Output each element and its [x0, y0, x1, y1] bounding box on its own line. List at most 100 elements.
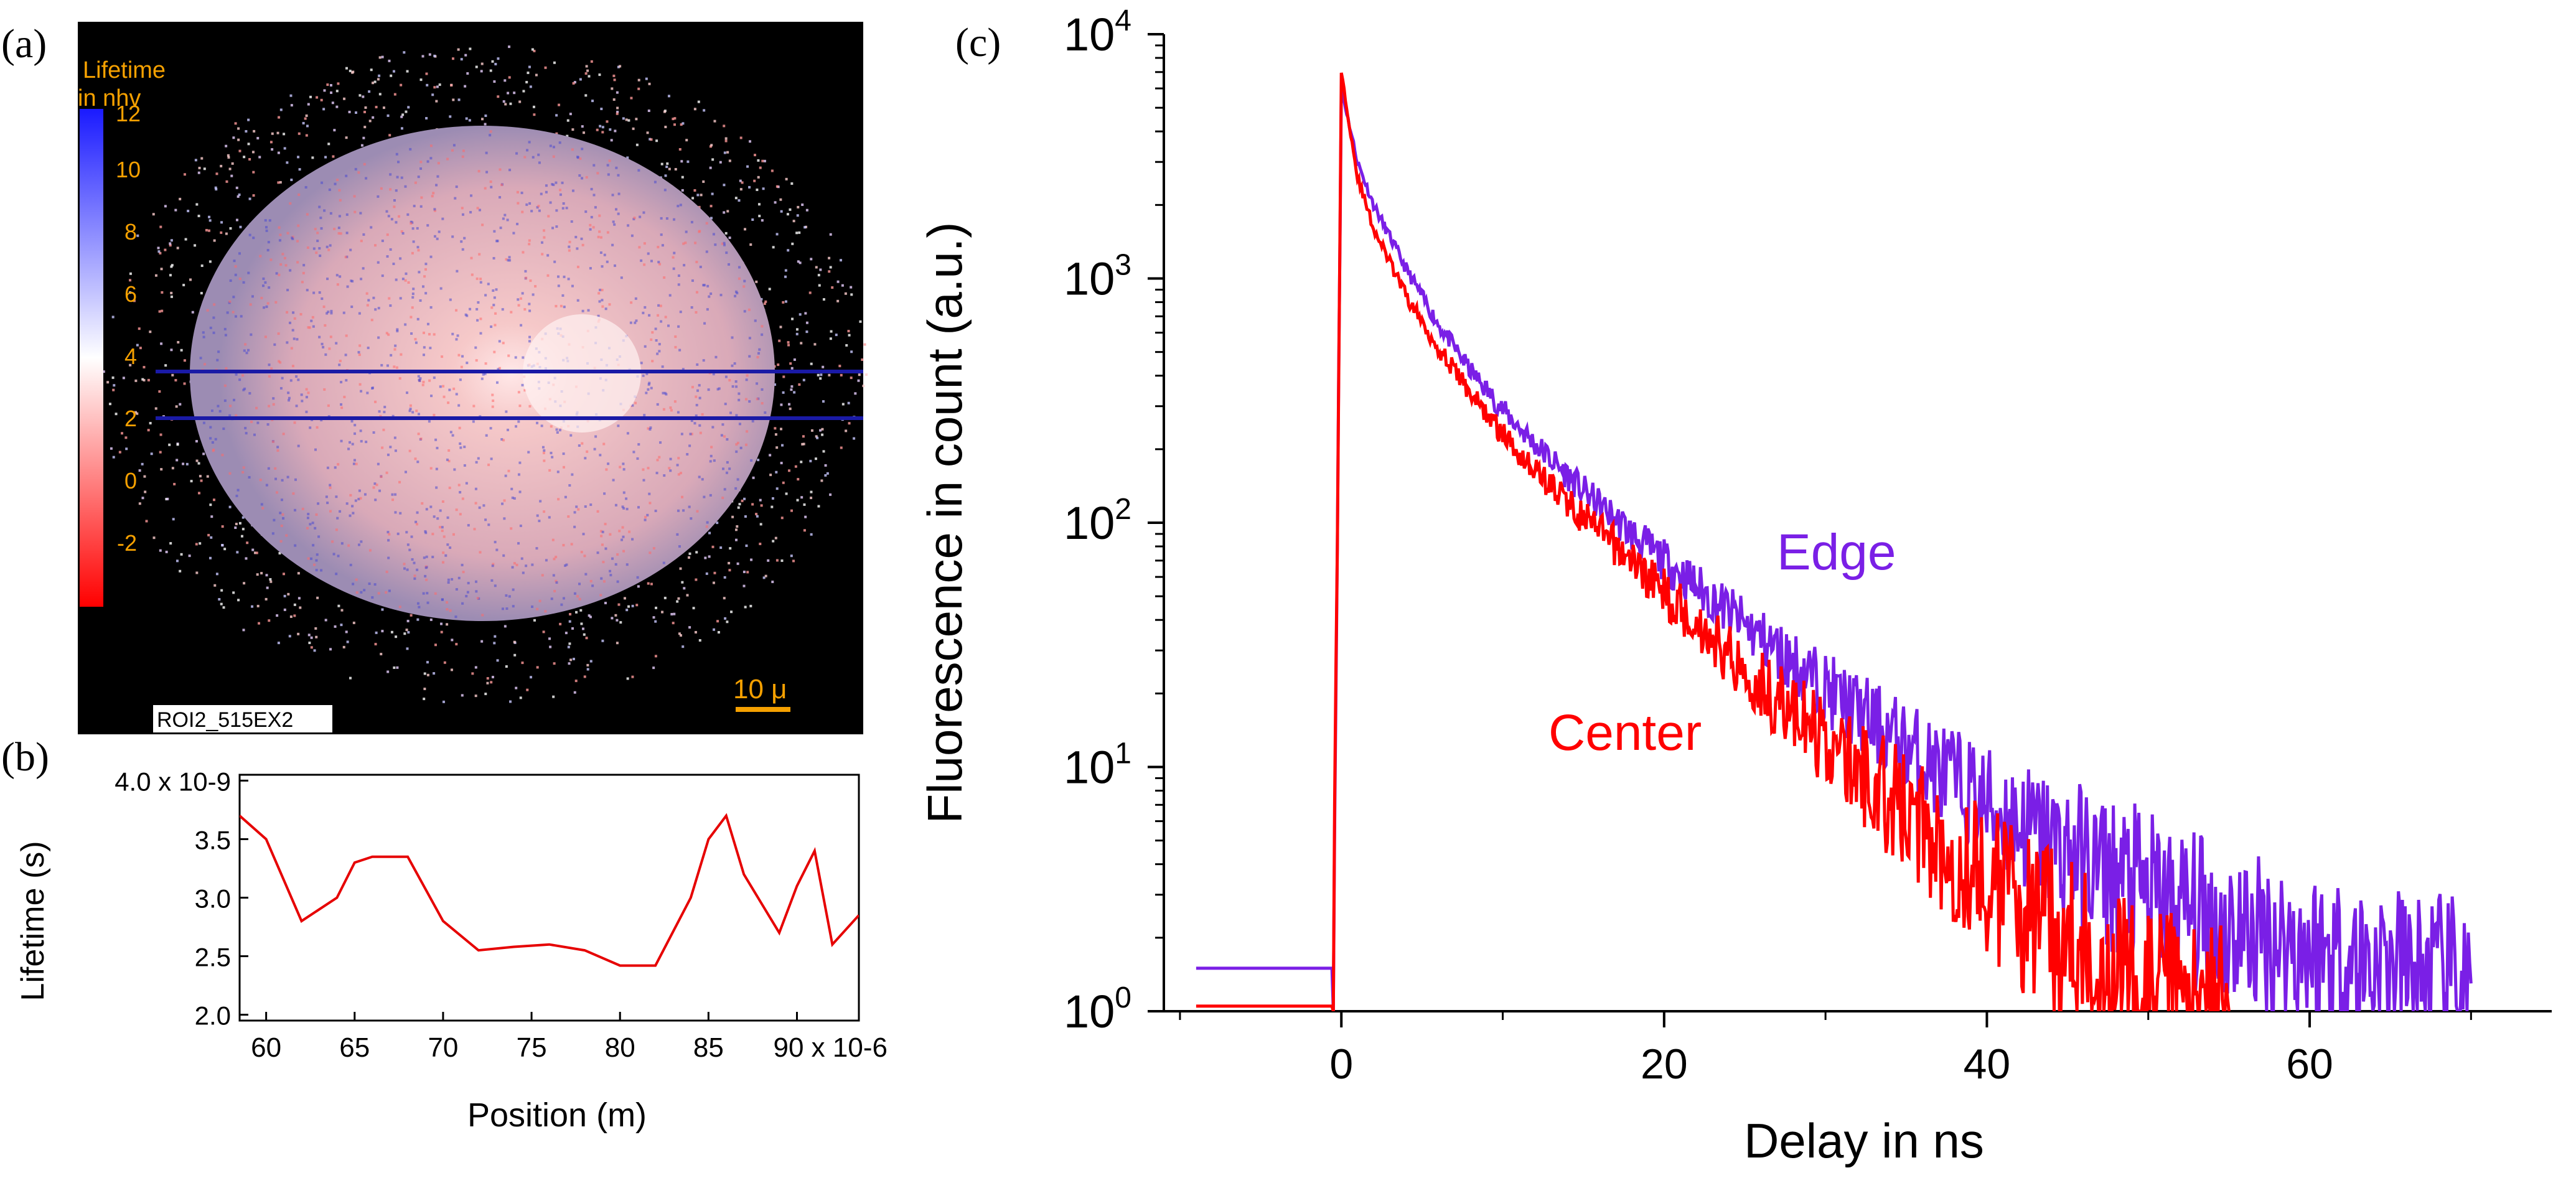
speckle-dot: [398, 480, 401, 484]
speckle-dot: [174, 208, 177, 212]
speckle-dot: [218, 598, 221, 601]
speckle-dot: [389, 446, 392, 449]
speckle-dot: [735, 450, 738, 453]
speckle-dot: [648, 381, 651, 385]
speckle-dot: [840, 259, 843, 262]
x-tick-label: 70: [428, 1032, 458, 1063]
plot-c-xlabel: Delay in ns: [1744, 1113, 1984, 1168]
speckle-dot: [263, 306, 266, 309]
speckle-dot: [429, 144, 433, 147]
speckle-dot: [640, 259, 643, 262]
speckle-dot: [416, 523, 419, 526]
speckle-dot: [713, 628, 716, 631]
speckle-dot: [281, 479, 284, 482]
speckle-dot: [362, 136, 365, 139]
speckle-dot: [546, 274, 550, 277]
speckle-dot: [141, 497, 144, 500]
speckle-dot: [433, 54, 436, 57]
speckle-dot: [111, 316, 115, 319]
speckle-dot: [677, 597, 680, 600]
speckle-dot: [525, 203, 528, 206]
speckle-dot: [512, 231, 515, 235]
speckle-dot: [443, 661, 446, 664]
speckle-dot: [316, 553, 319, 556]
speckle-dot: [237, 138, 240, 141]
speckle-dot: [337, 554, 340, 558]
speckle-dot: [493, 80, 496, 83]
speckle-dot: [619, 465, 622, 469]
speckle-dot: [279, 180, 282, 184]
speckle-dot: [371, 387, 374, 390]
speckle-dot: [528, 141, 531, 144]
speckle-dot: [511, 496, 514, 499]
speckle-dot: [447, 581, 450, 584]
speckle-dot: [701, 413, 704, 416]
speckle-dot: [315, 569, 318, 572]
speckle-dot: [819, 377, 822, 380]
speckle-dot: [664, 174, 667, 177]
speckle-dot: [581, 177, 584, 180]
speckle-dot: [332, 553, 335, 556]
speckle-dot: [292, 311, 295, 314]
speckle-dot: [775, 487, 779, 490]
speckle-dot: [431, 556, 434, 559]
speckle-dot: [670, 409, 673, 412]
speckle-dot: [729, 547, 732, 550]
speckle-dot: [340, 381, 343, 384]
speckle-dot: [576, 299, 579, 302]
speckle-dot: [476, 319, 479, 322]
speckle-dot: [144, 490, 147, 493]
speckle-dot: [586, 668, 589, 671]
speckle-dot: [487, 283, 490, 286]
speckle-dot: [241, 516, 245, 519]
speckle-dot: [363, 111, 366, 114]
speckle-dot: [474, 487, 477, 490]
speckle-dot: [522, 571, 525, 574]
speckle-dot: [569, 658, 573, 662]
speckle-dot: [536, 514, 539, 517]
speckle-dot: [500, 184, 503, 187]
speckle-dot: [746, 165, 749, 168]
speckle-dot: [647, 252, 650, 255]
speckle-dot: [268, 219, 271, 222]
speckle-dot: [436, 175, 439, 178]
speckle-dot: [775, 446, 779, 449]
speckle-dot: [448, 388, 451, 391]
speckle-dot: [436, 446, 439, 449]
speckle-dot: [672, 622, 675, 625]
speckle-dot: [761, 388, 764, 391]
speckle-dot: [747, 308, 751, 311]
speckle-dot: [268, 375, 271, 378]
speckle-dot: [634, 297, 637, 300]
speckle-dot: [253, 433, 256, 436]
speckle-dot: [448, 486, 451, 489]
speckle-dot: [695, 578, 698, 581]
speckle-dot: [503, 517, 506, 520]
speckle-dot: [337, 82, 340, 85]
speckle-dot: [520, 191, 523, 194]
speckle-dot: [352, 621, 355, 624]
speckle-dot: [373, 482, 377, 485]
speckle-dot: [808, 291, 812, 294]
speckle-dot: [245, 130, 248, 133]
speckle-dot: [451, 235, 454, 238]
speckle-dot: [229, 227, 232, 230]
speckle-dot: [646, 131, 649, 134]
speckle-dot: [377, 261, 380, 264]
speckle-dot: [642, 479, 645, 482]
x-tick-label: 40: [1964, 1040, 2011, 1088]
speckle-dot: [434, 643, 437, 647]
speckle-dot: [647, 467, 650, 470]
annotation-center: Center: [1548, 704, 1702, 761]
speckle-dot: [328, 347, 331, 350]
speckle-dot: [400, 230, 403, 233]
speckle-dot: [372, 82, 375, 85]
speckle-dot: [202, 335, 205, 339]
speckle-dot: [601, 299, 604, 302]
speckle-dot: [276, 491, 279, 494]
speckle-dot: [584, 210, 588, 213]
speckle-dot: [395, 152, 398, 156]
speckle-dot: [106, 381, 110, 384]
speckle-dot: [552, 183, 555, 186]
speckle-dot: [505, 607, 508, 610]
